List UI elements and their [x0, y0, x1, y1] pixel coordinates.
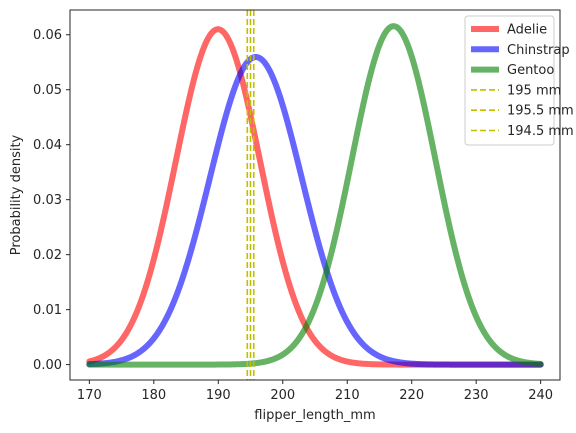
series-layer — [86, 23, 544, 368]
x-tick-label: 200 — [270, 388, 295, 403]
x-tick-label: 180 — [141, 388, 166, 403]
legend-label-gentoo: Gentoo — [507, 63, 554, 78]
y-tick-label: 0.06 — [33, 28, 62, 43]
x-tick-label: 220 — [399, 388, 424, 403]
x-tick-label: 240 — [528, 388, 553, 403]
legend: Adelie Chinstrap Gentoo 195 mm 195.5 mm 194.5… — [464, 15, 574, 146]
y-ticks: 0.00 0.01 0.02 0.03 0.04 0.05 0.06 — [33, 28, 70, 373]
legend-items: Adelie Chinstrap Gentoo 195 mm 195.5 mm 194.5… — [471, 23, 574, 139]
series-line-chinstrap — [86, 54, 544, 368]
x-tick-label: 190 — [206, 388, 231, 403]
legend-label-chinstrap: Chinstrap — [507, 43, 570, 58]
legend-label-adelie: Adelie — [507, 23, 547, 38]
legend-label-195-5-mm: 195.5 mm — [507, 104, 574, 119]
x-ticks: 170 180 190 200 210 220 230 240 — [77, 380, 553, 403]
y-tick-label: 0.00 — [33, 358, 62, 373]
y-tick-label: 0.04 — [33, 138, 62, 153]
vline-layer — [246, 10, 255, 380]
legend-label-195-mm: 195 mm — [507, 83, 561, 98]
x-axis-label: flipper_length_mm — [254, 408, 375, 423]
legend-label-194-5-mm: 194.5 mm — [507, 124, 574, 139]
plot-frame — [69, 9, 561, 381]
x-tick-label: 210 — [335, 388, 360, 403]
y-tick-label: 0.05 — [33, 83, 62, 98]
x-tick-label: 170 — [77, 388, 102, 403]
y-axis-label: Probability density — [9, 134, 24, 255]
y-tick-label: 0.03 — [33, 193, 62, 208]
y-tick-label: 0.02 — [33, 248, 62, 263]
y-tick-label: 0.01 — [33, 303, 62, 318]
series-line-gentoo — [86, 23, 544, 368]
x-tick-label: 230 — [464, 388, 489, 403]
